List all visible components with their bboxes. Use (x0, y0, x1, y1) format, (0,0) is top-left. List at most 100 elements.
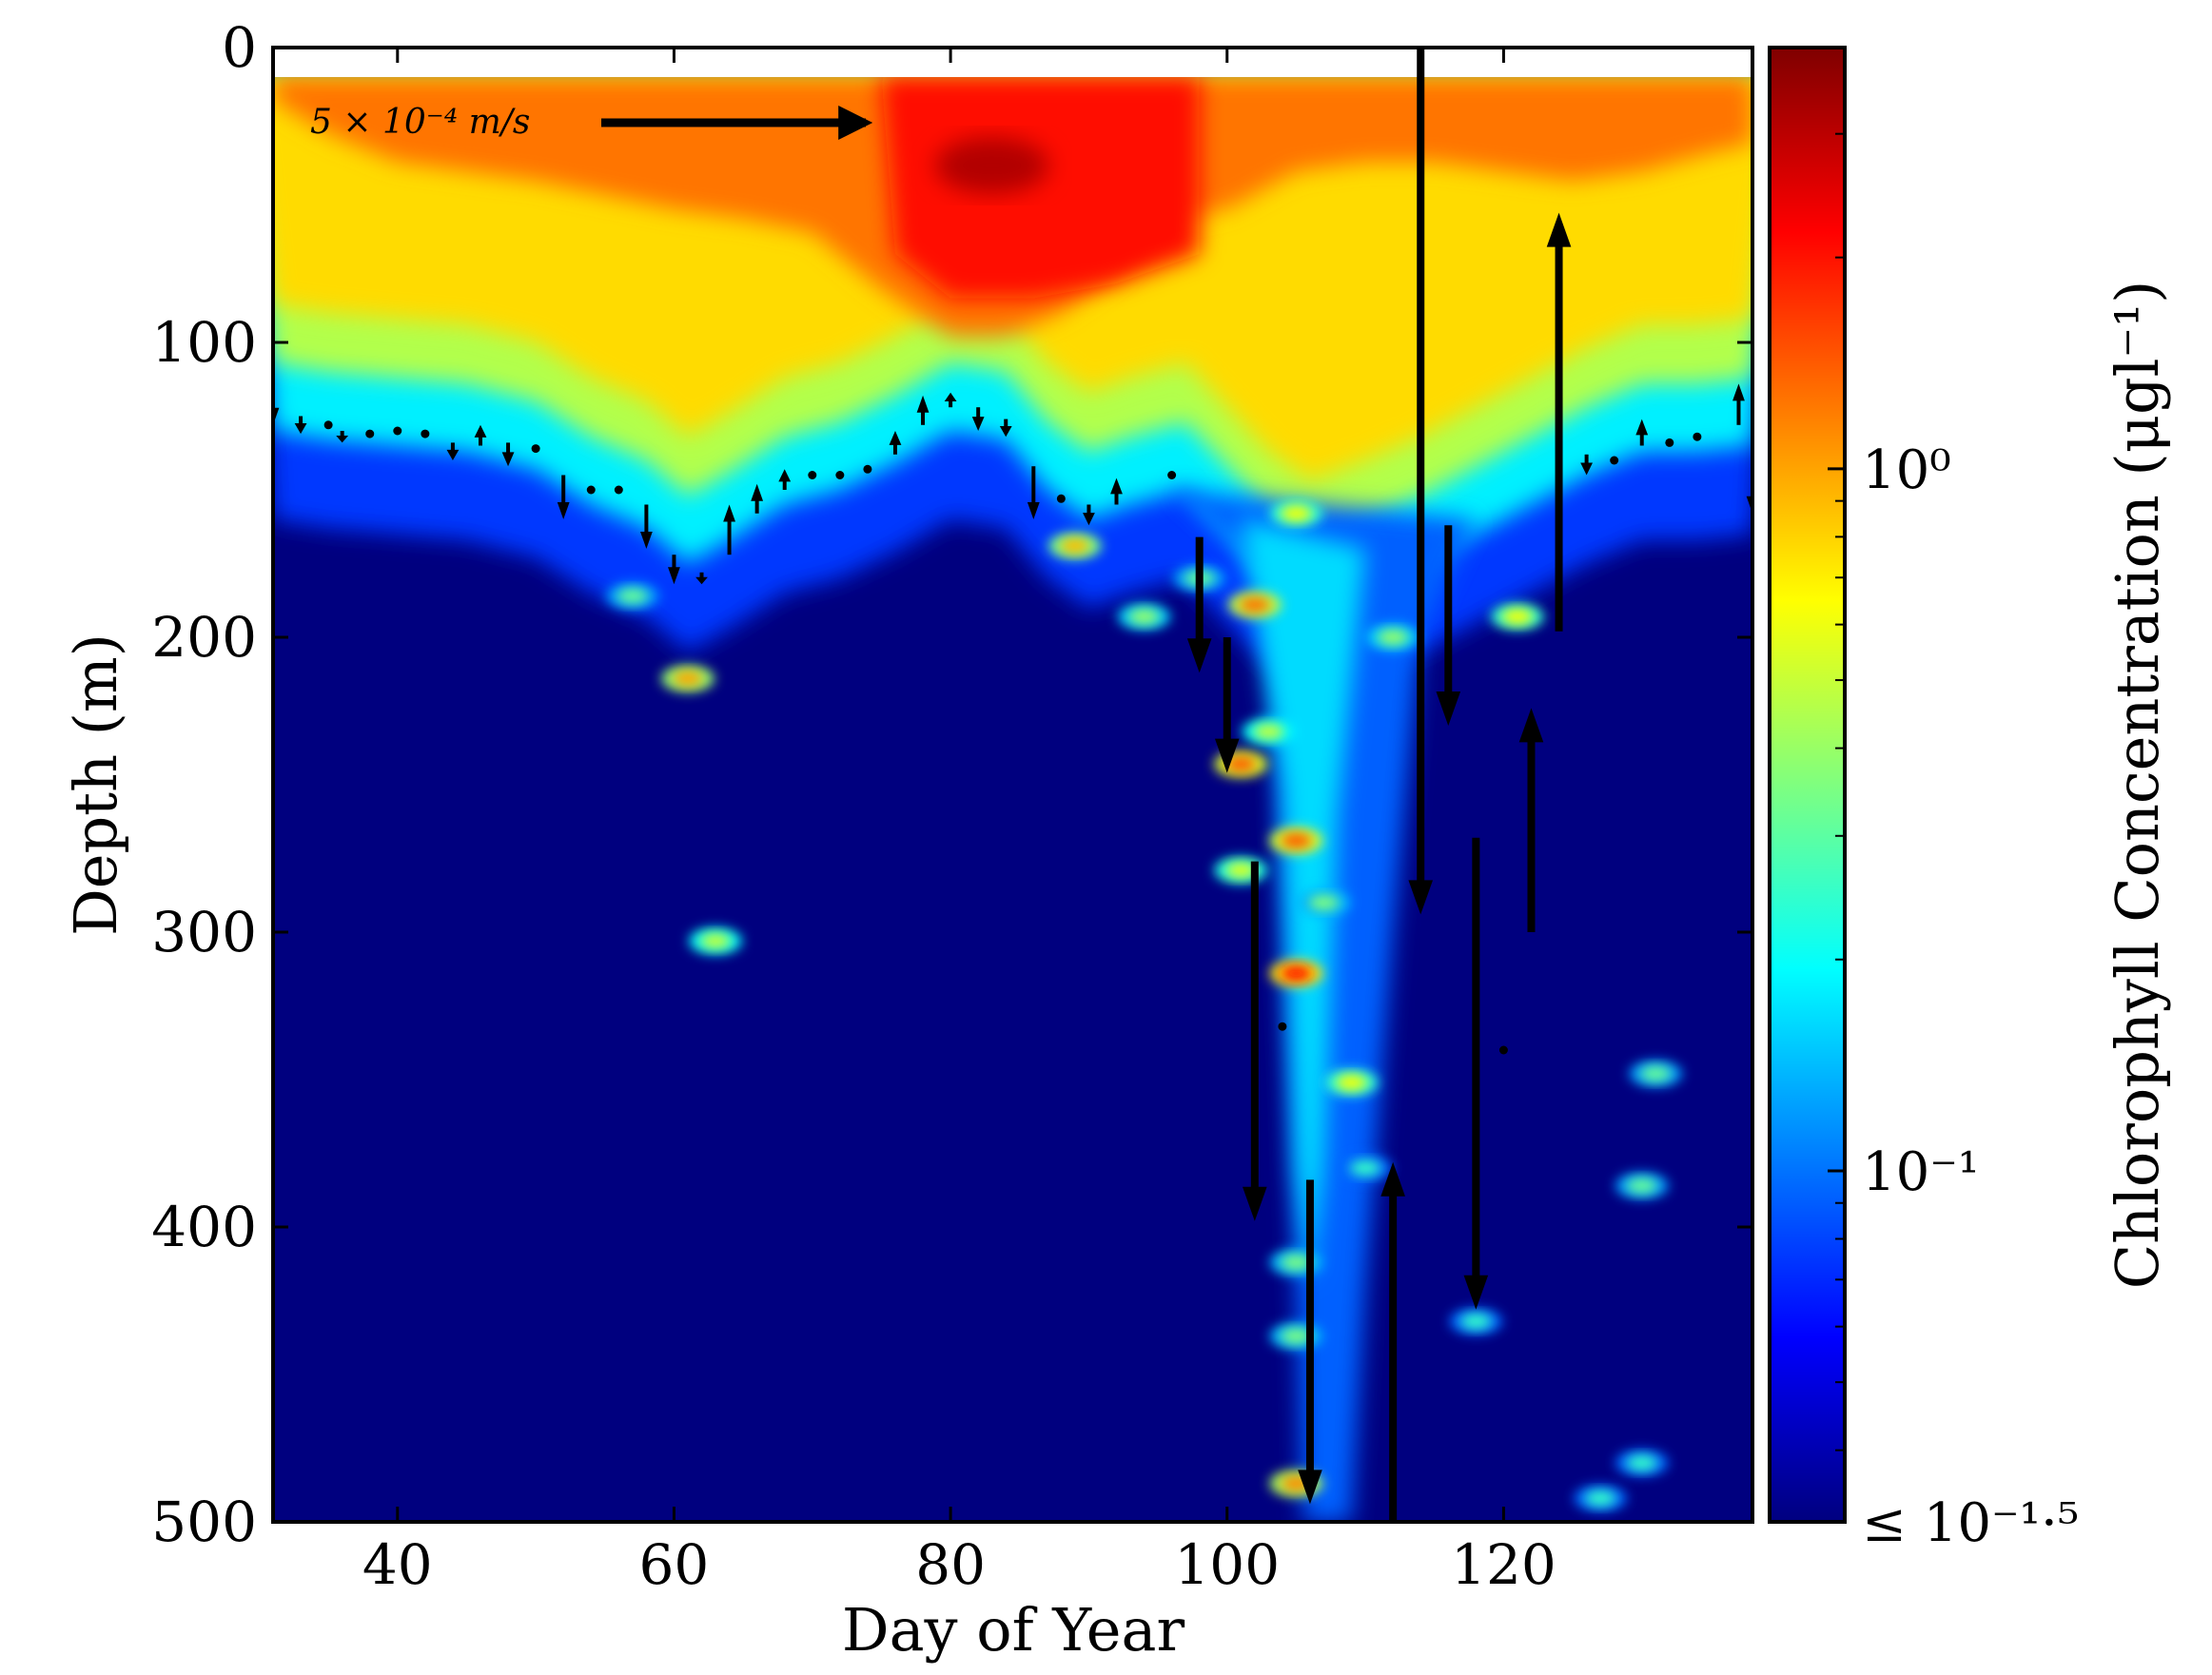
heatmap-plot-area: 5 × 10⁻⁴ m/s (273, 48, 1752, 1522)
y-tick-label: 400 (151, 1195, 257, 1259)
velocity-arrow-head (1214, 738, 1240, 773)
velocity-dot (1498, 1045, 1508, 1055)
x-tick-label: 100 (1174, 1532, 1280, 1597)
x-tick-label: 40 (362, 1532, 433, 1597)
velocity-arrow-head (1518, 708, 1544, 743)
chlorophyll-patch-core (1281, 965, 1312, 982)
velocity-arrow-head (1408, 880, 1434, 915)
chlorophyll-patch-core (1225, 756, 1257, 772)
chlorophyll-patch-core (1239, 596, 1270, 613)
x-axis-label: Day of Year (842, 1595, 1185, 1665)
heatmap-layers (273, 48, 1752, 1522)
velocity-dot (531, 444, 540, 454)
velocity-arrow-head (1243, 1186, 1267, 1221)
velocity-dot (1693, 432, 1702, 441)
velocity-arrow-small-head (294, 422, 307, 435)
chlorophyll-patch-core (1281, 505, 1312, 521)
chlorophyll-patch-core (617, 588, 648, 604)
y-tick-label: 100 (151, 310, 257, 375)
velocity-dot (1278, 1022, 1287, 1031)
velocity-arrow-small-head (1027, 502, 1040, 519)
y-tick-label: 500 (151, 1490, 257, 1554)
velocity-arrows (273, 48, 1752, 1522)
velocity-arrow-head (1436, 691, 1461, 726)
chlorophyll-patch-core (1281, 1328, 1312, 1344)
velocity-dot (1167, 471, 1177, 479)
velocity-arrow-small-head (751, 483, 764, 501)
x-tick-label: 120 (1451, 1532, 1556, 1597)
velocity-arrow-small-head (1635, 419, 1649, 436)
velocity-arrow-small-head (999, 426, 1012, 438)
chlorophyll-patch-core (1253, 724, 1284, 740)
velocity-arrow-small-head (778, 469, 792, 482)
velocity-dot (1665, 438, 1674, 447)
velocity-arrow-head (1546, 212, 1572, 247)
chlorophyll-patch-core (1378, 630, 1409, 645)
velocity-arrow-head (1380, 1161, 1405, 1197)
chlorophyll-patches (605, 499, 1683, 1512)
y-tick-label: 200 (151, 605, 257, 670)
y-axis: 0 100 200 300 400 500 (151, 15, 1752, 1554)
velocity-scale: 5 × 10⁻⁴ m/s (310, 103, 873, 142)
velocity-dot (835, 471, 845, 479)
colorbar-tick-label: ≤ 10⁻¹·⁵ (1862, 1492, 2079, 1554)
colorbar-ticks: 10⁰ 10⁻¹ ≤ 10⁻¹·⁵ (1828, 132, 2079, 1554)
velocity-dot (1610, 456, 1619, 465)
velocity-dot (863, 464, 872, 474)
velocity-arrow-small-head (474, 424, 487, 438)
y-axis-label: Depth (m) (61, 633, 130, 936)
colorbar-tick-label: 10⁻¹ (1862, 1141, 1979, 1203)
velocity-arrow-small-head (639, 532, 653, 549)
velocity-scale-label: 5 × 10⁻⁴ m/s (310, 103, 530, 142)
colorbar: 10⁰ 10⁻¹ ≤ 10⁻¹·⁵ (1768, 46, 2079, 1554)
velocity-dot (614, 485, 623, 495)
velocity-arrow-small-head (668, 567, 680, 585)
velocity-arrow-head (1463, 1275, 1489, 1310)
colorbar-frame (1768, 46, 1847, 1524)
plot-frame (271, 46, 1754, 1524)
velocity-dot (1056, 494, 1066, 503)
velocity-dots (323, 420, 1702, 1055)
velocity-dot (808, 471, 817, 479)
velocity-arrow-small-head (916, 395, 930, 413)
bloom-core (934, 137, 1049, 194)
colorbar-label: Chlorophyll Concentration (μgl⁻¹) (2103, 281, 2172, 1290)
layer-red (881, 77, 1200, 299)
velocity-arrow-small-head (695, 576, 708, 585)
chlorophyll-patch-core (1640, 1065, 1672, 1081)
velocity-arrow-small-head (1732, 383, 1745, 401)
chlorophyll-patch-core (1225, 862, 1257, 878)
velocity-arrow-head (1186, 638, 1212, 673)
y-tick-label: 300 (151, 900, 257, 964)
chlorophyll-patch-core (672, 671, 703, 687)
velocity-dot (421, 429, 430, 438)
chlorophyll-patch-core (1059, 537, 1090, 554)
velocity-arrow-small-head (1110, 477, 1123, 495)
surface-gap (273, 48, 1752, 77)
colorbar-gradient (1770, 48, 1845, 1522)
velocity-dot (365, 429, 375, 438)
velocity-arrow-small-head (971, 417, 985, 431)
velocity-arrow-small-head (446, 449, 460, 460)
velocity-arrow-small-head (723, 504, 735, 522)
velocity-arrow-small-head (501, 452, 515, 467)
velocity-arrow-small-head (1580, 462, 1594, 476)
velocity-arrow-small-head (336, 435, 349, 443)
velocity-dot (323, 420, 333, 430)
velocity-arrow-small-head (557, 502, 570, 519)
chlorophyll-patch-core (1501, 609, 1533, 625)
colorbar-tick-label: 10⁰ (1862, 439, 1951, 501)
x-tick-label: 80 (915, 1532, 986, 1597)
y-tick-label: 0 (222, 15, 257, 80)
chlorophyll-patch-core (1626, 1455, 1657, 1470)
velocity-arrow-small-head (1083, 513, 1095, 526)
chlorophyll-patch-core (1308, 895, 1340, 910)
velocity-dot (586, 485, 596, 495)
x-tick-label: 60 (639, 1532, 710, 1597)
chlorophyll-patch-core (1585, 1490, 1616, 1507)
chlorophyll-patch-core (1626, 1178, 1657, 1194)
velocity-arrow-small-head (889, 431, 902, 445)
velocity-dot (393, 426, 402, 436)
velocity-arrow-head (1298, 1470, 1322, 1505)
